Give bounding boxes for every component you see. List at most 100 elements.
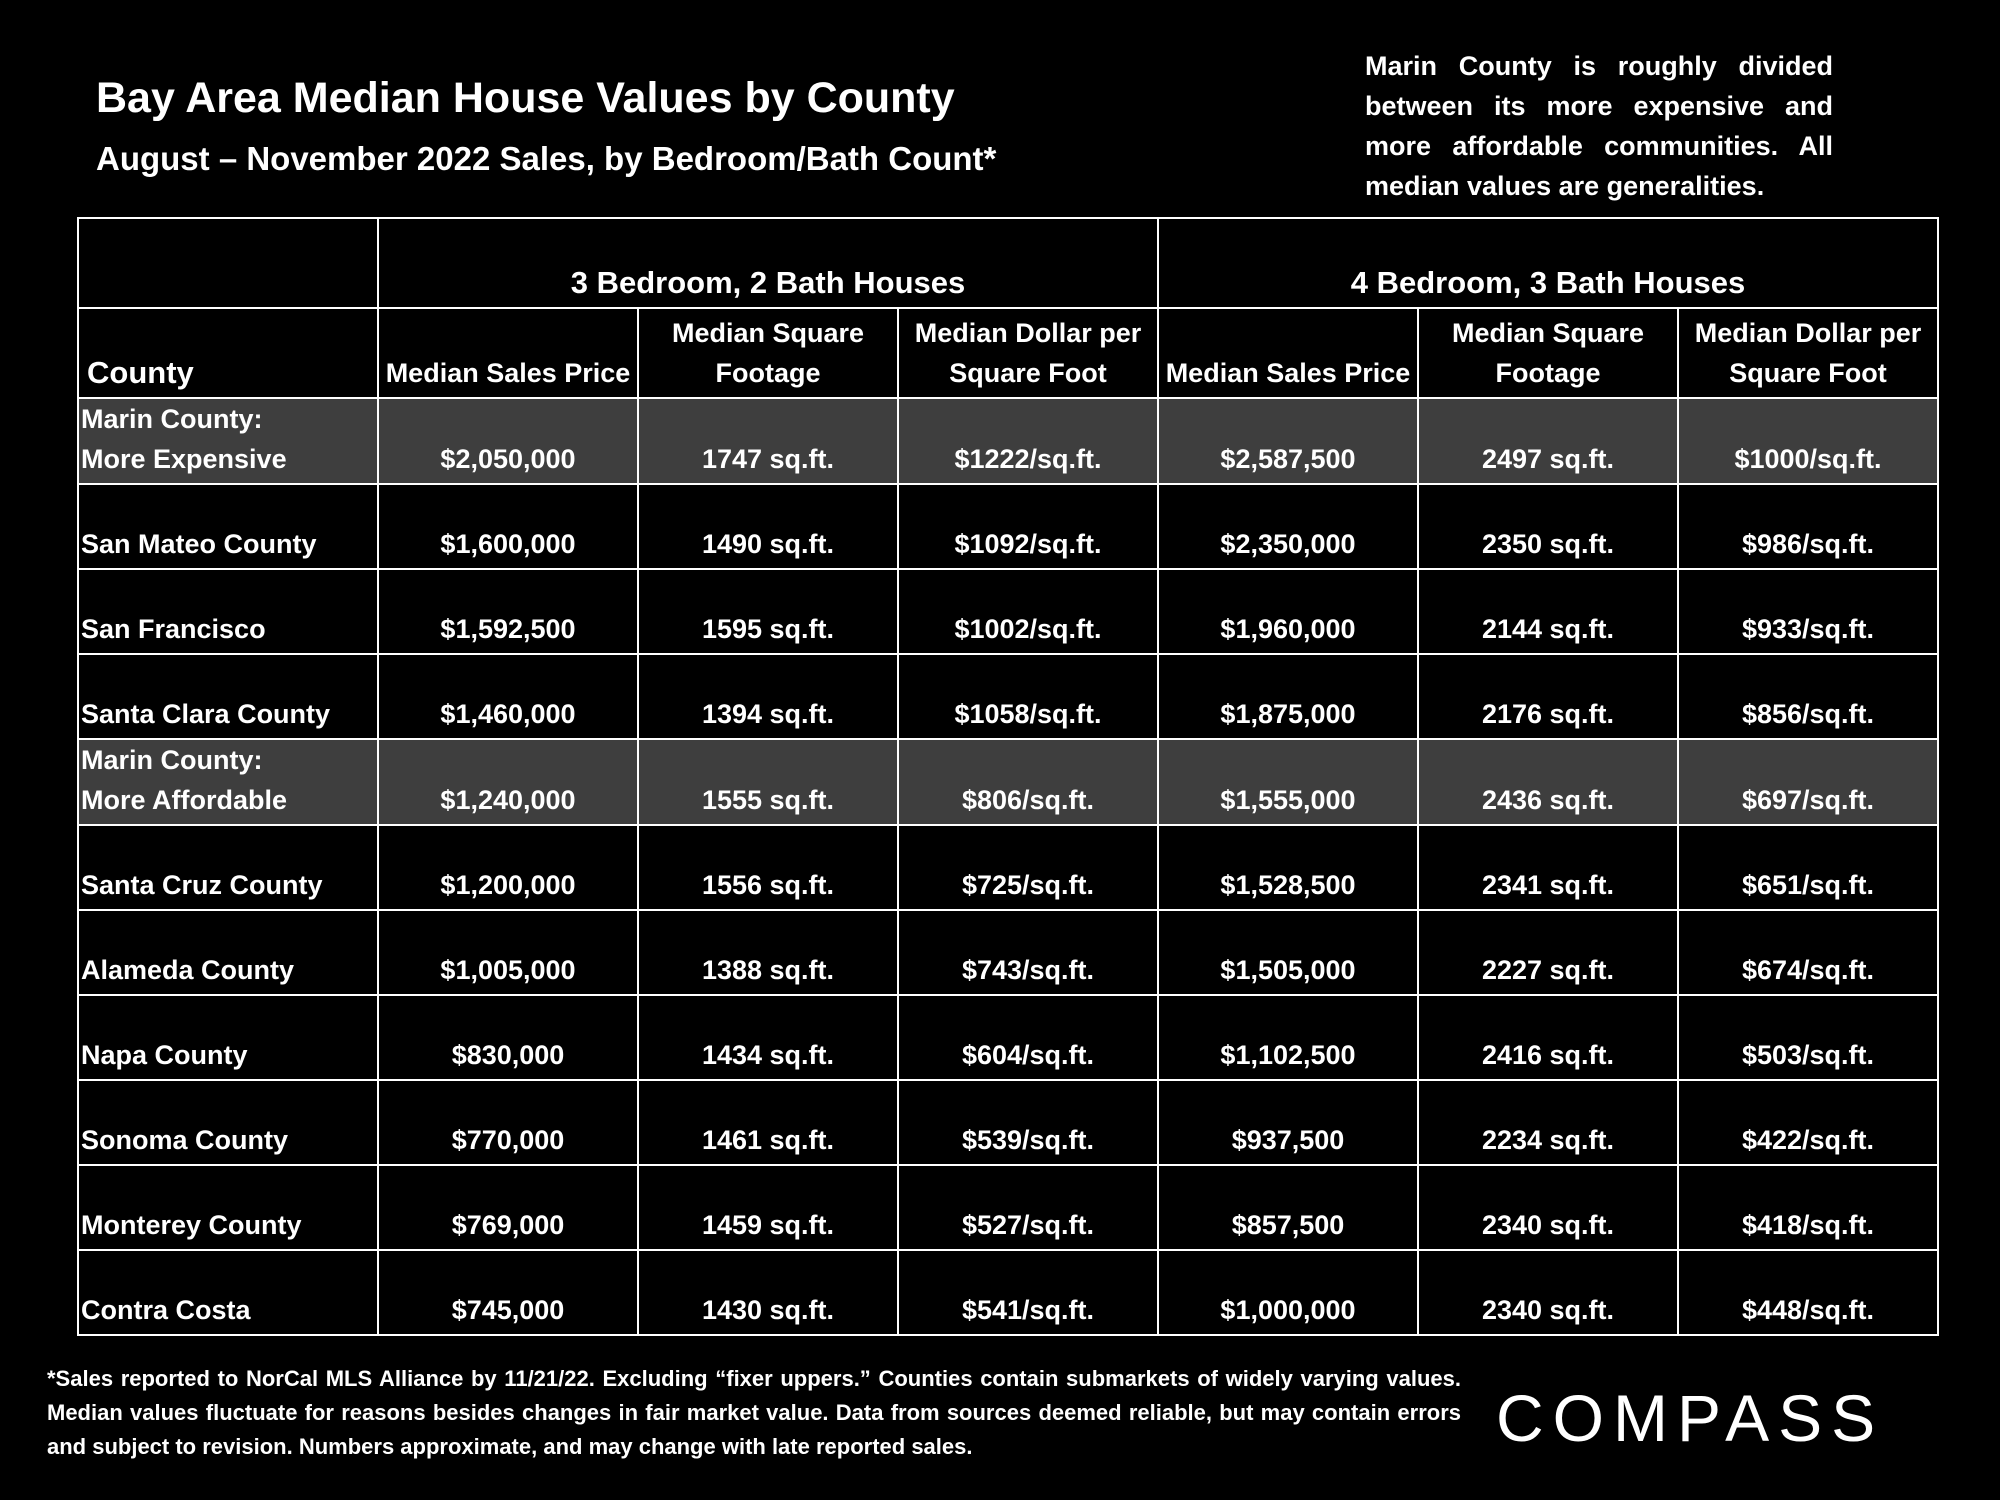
- value-cell: $1,005,000: [377, 909, 639, 996]
- value-cell: $2,587,500: [1157, 397, 1419, 485]
- value-cell: 1556 sq.ft.: [637, 824, 899, 911]
- subtitle: August – November 2022 Sales, by Bedroom…: [96, 140, 997, 177]
- table-row: Contra Costa $745,000 1430 sq.ft. $541/sq.f…: [77, 1249, 1939, 1336]
- table-row: Santa Clara County $1,460,000 1394 sq.ft. $…: [77, 653, 1939, 740]
- value-cell: $2,350,000: [1157, 483, 1419, 570]
- group-header: 4 Bedroom, 3 Bath Houses: [1157, 217, 1939, 309]
- value-cell: $769,000: [377, 1164, 639, 1251]
- county-cell: Napa County: [77, 994, 379, 1081]
- value-cell: 2341 sq.ft.: [1417, 824, 1679, 911]
- value-cell: 1555 sq.ft.: [637, 738, 899, 826]
- value-cell: 2144 sq.ft.: [1417, 568, 1679, 655]
- value-cell: 2227 sq.ft.: [1417, 909, 1679, 996]
- county-cell: Sonoma County: [77, 1079, 379, 1166]
- value-cell: 2416 sq.ft.: [1417, 994, 1679, 1081]
- value-cell: $1,000,000: [1157, 1249, 1419, 1336]
- value-cell: $1092/sq.ft.: [897, 483, 1159, 570]
- column-header: Median Square Footage: [637, 307, 899, 399]
- value-cell: 2340 sq.ft.: [1417, 1249, 1679, 1336]
- value-cell: $418/sq.ft.: [1677, 1164, 1939, 1251]
- value-cell: $541/sq.ft.: [897, 1249, 1159, 1336]
- logo: COMPASS: [1496, 1381, 1885, 1455]
- county-cell: San Francisco: [77, 568, 379, 655]
- value-cell: 1434 sq.ft.: [637, 994, 899, 1081]
- value-cell: 2350 sq.ft.: [1417, 483, 1679, 570]
- value-cell: $743/sq.ft.: [897, 909, 1159, 996]
- value-cell: 1490 sq.ft.: [637, 483, 899, 570]
- value-cell: $1,460,000: [377, 653, 639, 740]
- value-cell: $830,000: [377, 994, 639, 1081]
- value-cell: $1058/sq.ft.: [897, 653, 1159, 740]
- value-cell: $1222/sq.ft.: [897, 397, 1159, 485]
- table-row: Marin County: More Expensive $2,050,000 17…: [77, 397, 1939, 485]
- table-row: Sonoma County $770,000 1461 sq.ft. $539/sq.…: [77, 1079, 1939, 1166]
- column-header: Median Square Footage: [1417, 307, 1679, 399]
- value-cell: 2176 sq.ft.: [1417, 653, 1679, 740]
- column-header: Median Dollar per Square Foot: [1677, 307, 1939, 399]
- table-row: San Mateo County $1,600,000 1490 sq.ft. $10…: [77, 483, 1939, 570]
- value-cell: $1002/sq.ft.: [897, 568, 1159, 655]
- value-cell: $745,000: [377, 1249, 639, 1336]
- value-cell: 1459 sq.ft.: [637, 1164, 899, 1251]
- column-header-row: County Median Sales Price Median Square Fo…: [77, 307, 1939, 399]
- value-cell: 1747 sq.ft.: [637, 397, 899, 485]
- table-row: San Francisco $1,592,500 1595 sq.ft. $1002/…: [77, 568, 1939, 655]
- value-cell: $933/sq.ft.: [1677, 568, 1939, 655]
- value-cell: $539/sq.ft.: [897, 1079, 1159, 1166]
- column-header: Median Sales Price: [1157, 307, 1419, 399]
- group-header-row: 3 Bedroom, 2 Bath Houses 4 Bedroom, 3 Bat…: [77, 217, 1939, 309]
- value-cell: $1,240,000: [377, 738, 639, 826]
- value-cell: 1595 sq.ft.: [637, 568, 899, 655]
- value-cell: $1,555,000: [1157, 738, 1419, 826]
- county-cell: Contra Costa: [77, 1249, 379, 1336]
- value-cell: $1,200,000: [377, 824, 639, 911]
- table: 3 Bedroom, 2 Bath Houses 4 Bedroom, 3 Bat…: [77, 217, 1939, 1336]
- value-cell: $1,102,500: [1157, 994, 1419, 1081]
- county-cell: Alameda County: [77, 909, 379, 996]
- value-cell: $1,960,000: [1157, 568, 1419, 655]
- county-cell: Santa Clara County: [77, 653, 379, 740]
- group-header: 3 Bedroom, 2 Bath Houses: [377, 217, 1159, 309]
- county-cell: Marin County: More Affordable: [77, 738, 379, 826]
- value-cell: 2497 sq.ft.: [1417, 397, 1679, 485]
- table-row: Santa Cruz County $1,200,000 1556 sq.ft. $7…: [77, 824, 1939, 911]
- value-cell: 1461 sq.ft.: [637, 1079, 899, 1166]
- column-header: Median Dollar per Square Foot: [897, 307, 1159, 399]
- value-cell: $2,050,000: [377, 397, 639, 485]
- table-row: Napa County $830,000 1434 sq.ft. $604/sq.ft…: [77, 994, 1939, 1081]
- value-cell: 2340 sq.ft.: [1417, 1164, 1679, 1251]
- county-cell: Santa Cruz County: [77, 824, 379, 911]
- county-cell: Monterey County: [77, 1164, 379, 1251]
- value-cell: 1388 sq.ft.: [637, 909, 899, 996]
- value-cell: $937,500: [1157, 1079, 1419, 1166]
- county-cell: San Mateo County: [77, 483, 379, 570]
- table-row: Marin County: More Affordable $1,240,000 1…: [77, 738, 1939, 826]
- value-cell: $1,875,000: [1157, 653, 1419, 740]
- column-header: Median Sales Price: [377, 307, 639, 399]
- note: Marin County is roughly divided between …: [1365, 51, 1833, 201]
- value-cell: $604/sq.ft.: [897, 994, 1159, 1081]
- value-cell: $806/sq.ft.: [897, 738, 1159, 826]
- value-cell: $1000/sq.ft.: [1677, 397, 1939, 485]
- value-cell: $770,000: [377, 1079, 639, 1166]
- value-cell: $527/sq.ft.: [897, 1164, 1159, 1251]
- value-cell: $448/sq.ft.: [1677, 1249, 1939, 1336]
- value-cell: $1,592,500: [377, 568, 639, 655]
- value-cell: $1,600,000: [377, 483, 639, 570]
- column-header: County: [77, 307, 379, 399]
- table-row: Alameda County $1,005,000 1388 sq.ft. $743/…: [77, 909, 1939, 996]
- value-cell: $856/sq.ft.: [1677, 653, 1939, 740]
- value-cell: $725/sq.ft.: [897, 824, 1159, 911]
- header-cell: [77, 217, 379, 309]
- value-cell: $697/sq.ft.: [1677, 738, 1939, 826]
- table-row: Monterey County $769,000 1459 sq.ft. $527/s…: [77, 1164, 1939, 1251]
- value-cell: 1430 sq.ft.: [637, 1249, 899, 1336]
- value-cell: 2234 sq.ft.: [1417, 1079, 1679, 1166]
- title: Bay Area Median House Values by County: [96, 74, 955, 122]
- value-cell: $422/sq.ft.: [1677, 1079, 1939, 1166]
- value-cell: $1,505,000: [1157, 909, 1419, 996]
- value-cell: $986/sq.ft.: [1677, 483, 1939, 570]
- value-cell: $674/sq.ft.: [1677, 909, 1939, 996]
- value-cell: $857,500: [1157, 1164, 1419, 1251]
